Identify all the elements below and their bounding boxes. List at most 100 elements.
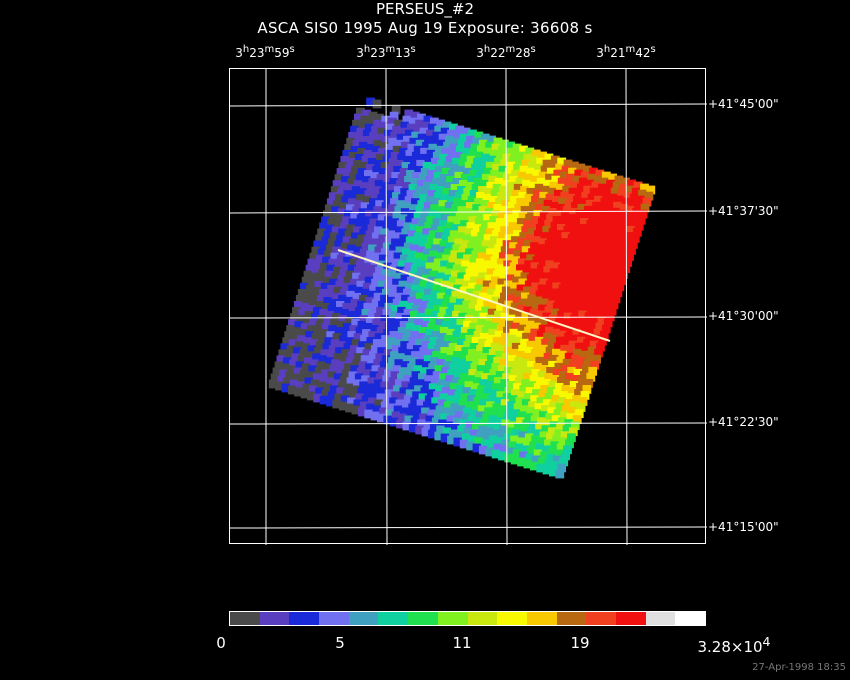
image-pixel — [410, 264, 420, 274]
image-pixel — [550, 222, 560, 231]
image-pixel — [375, 353, 385, 362]
image-pixel — [462, 214, 471, 223]
image-pixel — [475, 324, 485, 334]
image-pixel — [613, 201, 622, 211]
image-pixel — [549, 334, 559, 344]
image-pixel — [488, 395, 497, 404]
image-pixel — [363, 236, 373, 246]
image-pixel — [475, 411, 485, 421]
image-pixel — [467, 196, 477, 205]
image-pixel — [326, 244, 335, 254]
image-pixel — [520, 425, 530, 435]
image-pixel — [524, 413, 534, 423]
image-pixel — [529, 375, 539, 384]
image-pixel — [504, 234, 514, 243]
image-pixel — [501, 266, 511, 276]
image-pixel — [465, 334, 475, 344]
image-pixel — [387, 403, 397, 413]
image-pixel — [487, 135, 496, 145]
image-pixel — [308, 365, 318, 375]
image-pixel — [583, 205, 593, 215]
image-pixel — [550, 201, 559, 211]
ccd-gap-streak — [337, 249, 611, 342]
image-pixel — [315, 301, 324, 310]
image-pixel — [569, 207, 578, 217]
image-pixel — [526, 254, 536, 264]
image-pixel — [521, 292, 530, 302]
image-pixel — [527, 228, 537, 237]
image-pixel — [539, 431, 549, 441]
image-pixel — [562, 205, 572, 215]
grid-line — [230, 422, 707, 425]
image-pixel — [484, 407, 493, 417]
image-pixel — [534, 250, 544, 259]
image-pixel — [586, 286, 595, 296]
image-pixel — [488, 349, 498, 358]
image-pixel — [354, 353, 364, 362]
image-pixel — [418, 327, 428, 336]
image-pixel — [429, 403, 439, 413]
image-pixel — [399, 234, 409, 244]
image-pixel — [541, 206, 551, 215]
image-pixel — [582, 165, 592, 175]
image-pixel — [373, 139, 383, 149]
image-pixel — [425, 262, 435, 272]
image-pixel — [397, 306, 406, 316]
image-pixel — [320, 282, 330, 292]
image-pixel — [468, 435, 477, 445]
image-pixel — [549, 421, 559, 431]
image-pixel — [377, 194, 387, 203]
image-pixel — [336, 234, 346, 244]
colorbar-swatch — [230, 612, 260, 625]
image-pixel — [500, 292, 509, 302]
image-pixel — [367, 158, 377, 167]
image-pixel — [318, 268, 328, 278]
colorbar-swatch — [348, 612, 379, 625]
image-pixel — [368, 264, 378, 274]
image-pixel — [464, 161, 474, 171]
image-pixel — [570, 421, 580, 430]
image-pixel — [584, 226, 594, 235]
image-pixel — [465, 248, 474, 258]
image-pixel — [417, 353, 427, 362]
image-pixel — [507, 181, 517, 191]
image-pixel — [568, 274, 578, 284]
image-pixel — [473, 310, 482, 320]
image-pixel — [379, 361, 389, 370]
image-pixel — [444, 182, 454, 191]
image-pixel — [427, 170, 436, 179]
image-pixel — [458, 159, 468, 169]
image-pixel — [343, 276, 353, 286]
image-pixel — [432, 151, 442, 161]
image-pixel — [344, 164, 354, 173]
image-pixel — [505, 320, 514, 330]
image-pixel — [443, 141, 452, 151]
image-pixel — [495, 198, 504, 207]
image-pixel — [456, 252, 466, 262]
image-pixel — [367, 204, 376, 214]
image-pixel — [370, 391, 379, 401]
image-pixel — [435, 252, 445, 262]
image-pixel — [526, 320, 535, 330]
image-pixel — [354, 373, 364, 383]
image-pixel — [321, 323, 331, 332]
image-pixel — [319, 309, 329, 318]
image-pixel — [417, 266, 426, 276]
image-pixel — [369, 304, 379, 314]
image-pixel — [478, 139, 488, 149]
image-pixel — [488, 262, 498, 272]
image-pixel — [280, 343, 290, 353]
image-pixel — [577, 203, 587, 213]
image-pixel — [457, 425, 467, 435]
image-pixel — [552, 369, 562, 378]
image-pixel — [336, 254, 346, 264]
image-pixel — [369, 198, 378, 207]
image-pixel — [443, 161, 453, 171]
image-pixel — [376, 174, 386, 183]
image-pixel — [454, 304, 463, 314]
image-pixel — [574, 389, 583, 398]
image-pixel — [347, 351, 357, 360]
image-pixel — [399, 147, 408, 157]
image-pixel — [447, 149, 457, 159]
image-pixel — [416, 379, 425, 389]
